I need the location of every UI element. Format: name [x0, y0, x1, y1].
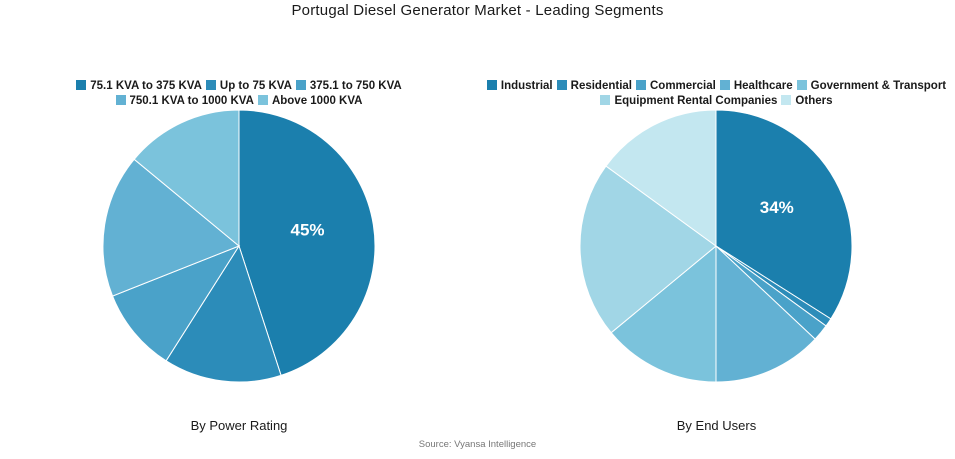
legend-label: 375.1 to 750 KVA: [309, 80, 402, 92]
legend-row: Equipment Rental Companies Others: [478, 94, 955, 109]
pie-slice: [238, 109, 376, 376]
legend-swatch: [257, 95, 268, 105]
legend-swatch: [115, 95, 126, 105]
legend-item: 75.1 KVA to 375 KVA: [76, 79, 202, 94]
pie-slice: [610, 244, 717, 383]
legend-swatch: [781, 95, 792, 105]
legend-row: 75.1 KVA to 375 KVA Up to 75 KVA 375.1 to …: [0, 79, 478, 94]
legend-swatch: [636, 80, 646, 90]
power-rating-subtitle: By Power Rating: [190, 418, 288, 433]
legend-label: Healthcare: [733, 80, 793, 92]
legend-label: Industrial: [500, 80, 553, 92]
pie-slice: [579, 165, 717, 334]
end-users-pie: 34%: [579, 109, 853, 383]
legend-label: Government & Transport: [810, 80, 947, 92]
end-users-legend: Industrial Residential Commercial Healthcar…: [478, 79, 955, 109]
legend-label: 750.1 KVA to 1000 KVA: [129, 95, 254, 107]
slice-data-label: 34%: [760, 198, 794, 217]
legend-swatch: [556, 80, 567, 90]
pie-slice: [102, 158, 240, 297]
end-users-chart: Industrial Residential Commercial Healthcar…: [478, 0, 955, 454]
pie-slice: [165, 244, 282, 383]
legend-item: Up to 75 KVA: [205, 79, 292, 94]
legend-label: Others: [795, 95, 833, 107]
legend-item: Government & Transport: [796, 79, 947, 94]
legend-item: Equipment Rental Companies: [600, 94, 777, 109]
source-note: Source: Vyansa Intelligence: [418, 439, 537, 450]
legend-row: 750.1 KVA to 1000 KVA Above 1000 KVA: [0, 94, 478, 109]
legend-item: Industrial: [486, 79, 553, 94]
legend-item: Others: [781, 94, 833, 109]
legend-swatch: [600, 95, 611, 105]
pie-slice: [133, 109, 240, 248]
pie-slice: [715, 109, 853, 320]
legend-swatch: [76, 80, 87, 90]
pie-slice: [605, 109, 717, 247]
legend-swatch: [486, 80, 497, 90]
legend-label: 75.1 KVA to 375 KVA: [90, 80, 202, 92]
legend-item: Above 1000 KVA: [257, 94, 363, 109]
power-rating-legend: 75.1 KVA to 375 KVA Up to 75 KVA 375.1 to …: [0, 79, 478, 109]
legend-label: Commercial: [650, 80, 716, 92]
legend-item: Commercial: [636, 79, 716, 94]
pie-slice: [715, 244, 816, 383]
legend-swatch: [205, 80, 216, 90]
power-rating-chart: 75.1 KVA to 375 KVA Up to 75 KVA 375.1 to …: [0, 0, 478, 454]
legend-row: Industrial Residential Commercial Healthcar…: [478, 79, 955, 94]
legend-swatch: [719, 80, 730, 90]
pie-slice: [111, 244, 241, 362]
legend-label: Residential: [570, 80, 632, 92]
legend-item: Healthcare: [719, 79, 793, 94]
legend-item: 375.1 to 750 KVA: [295, 79, 402, 94]
legend-item: 750.1 KVA to 1000 KVA: [115, 94, 254, 109]
legend-swatch: [295, 80, 306, 90]
legend-item: Residential: [556, 79, 632, 94]
legend-label: Above 1000 KVA: [271, 95, 363, 107]
power-rating-pie: 45%: [102, 109, 376, 383]
end-users-subtitle: By End Users: [676, 418, 757, 433]
slice-data-label: 45%: [290, 221, 324, 240]
legend-label: Up to 75 KVA: [219, 80, 292, 92]
legend-label: Equipment Rental Companies: [614, 95, 778, 107]
legend-swatch: [796, 80, 807, 90]
chart-title: Portugal Diesel Generator Market - Leadi…: [291, 2, 664, 19]
